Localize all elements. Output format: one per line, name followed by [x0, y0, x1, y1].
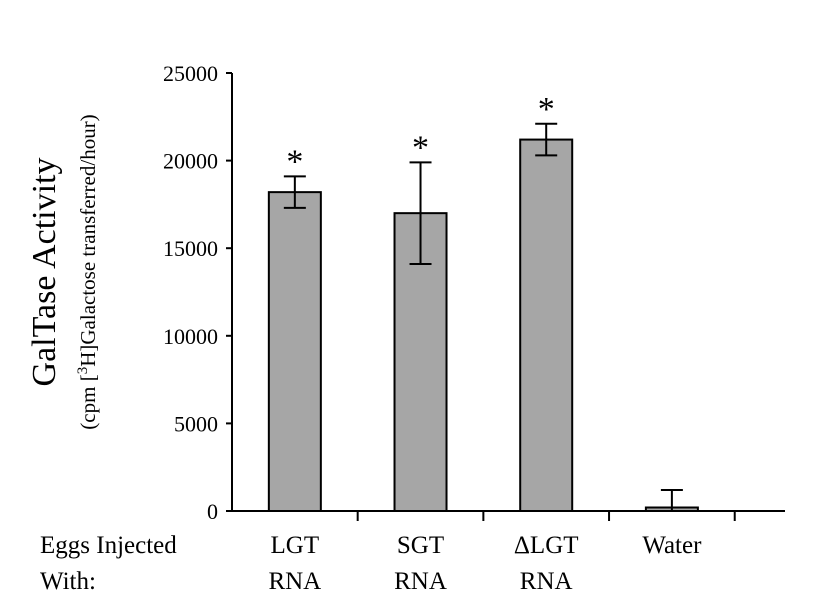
category-label-line2: RNA — [268, 568, 321, 595]
y-tick-label: 10000 — [163, 324, 218, 349]
y-axis-subtitle-post: H]Galactose transferred/hour) — [76, 114, 100, 366]
category-labels: LGT RNA SGT RNA ΔLGT RNA Water — [268, 532, 702, 595]
category-label-line1: LGT — [271, 532, 320, 559]
bar — [267, 191, 322, 513]
y-axis: 0 5000 10000 15000 20000 25000 — [163, 61, 233, 524]
y-tick-label: 5000 — [174, 411, 218, 436]
category-label-line1: ΔLGT — [514, 532, 579, 559]
category-label-line1: Water — [642, 532, 702, 559]
x-axis — [226, 510, 785, 521]
y-axis-title: GalTase Activity — [26, 158, 63, 387]
significance-star: * — [412, 129, 429, 166]
y-axis-subtitle-pre: (cpm [ — [76, 374, 100, 429]
error-bars — [283, 122, 683, 511]
group-label-line1: Eggs Injected — [40, 532, 177, 559]
y-tick-label: 25000 — [163, 61, 218, 86]
bars — [267, 138, 699, 513]
significance-markers: * * * — [286, 91, 554, 181]
y-tick-label: 20000 — [163, 149, 218, 174]
significance-star: * — [286, 143, 303, 180]
category-label-line2: RNA — [520, 568, 573, 595]
y-axis-subtitle: (cpm [3H]Galactose transferred/hour) — [75, 114, 100, 429]
y-tick-label: 15000 — [163, 236, 218, 261]
category-label-line2: RNA — [394, 568, 447, 595]
y-tick-label: 0 — [207, 499, 218, 524]
significance-star: * — [538, 91, 555, 128]
group-label-line2: With: — [40, 568, 96, 595]
y-axis-subtitle-sup: 3 — [75, 367, 91, 375]
bar — [519, 138, 574, 513]
category-label-line1: SGT — [397, 532, 444, 559]
